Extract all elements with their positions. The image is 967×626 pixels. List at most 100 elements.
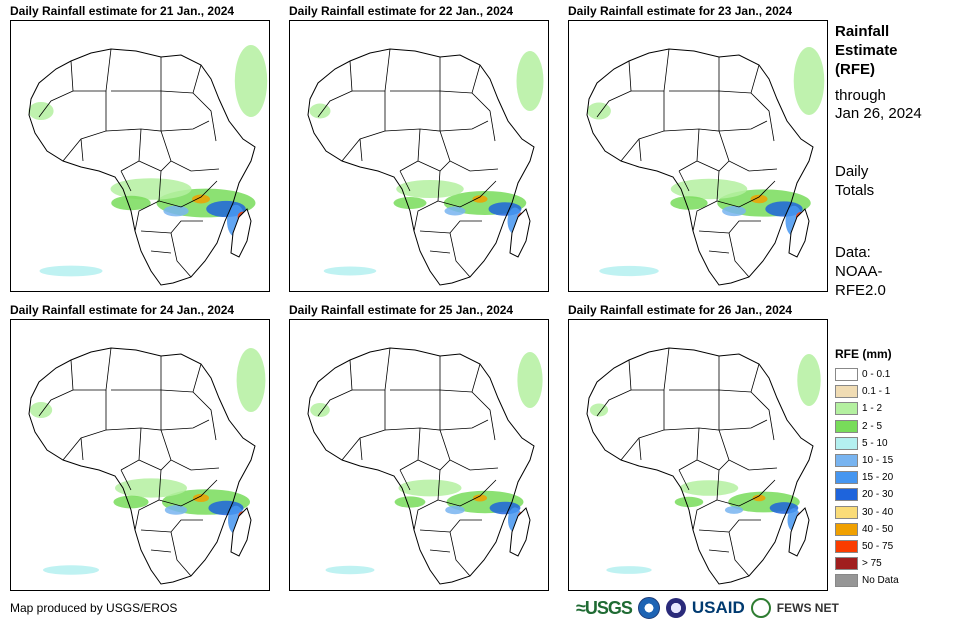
fews-net-logo: FEWS NET [776,601,839,615]
legend-swatch [835,402,858,416]
rainfall-map-6 [568,319,828,591]
country-border [718,130,778,172]
africa-map-svg [28,347,266,585]
country-border [341,390,386,461]
country-border [750,391,775,441]
country-border [663,390,720,431]
rainfall-area [599,265,659,277]
rainfall-area [113,495,149,509]
rainfall-area [110,178,192,200]
country-border [341,91,386,162]
legend-label: 2 - 5 [862,420,883,432]
country-border [419,519,482,533]
legend-label: No Data [862,575,899,587]
rainfall-area [750,194,768,204]
country-border [439,429,499,471]
country-border [596,60,632,118]
country-border [471,391,496,441]
country-border [399,128,421,172]
country-border [471,92,496,142]
rainfall-area [115,478,187,498]
legend-swatch [835,522,858,536]
legend-item: 30 - 40 [835,504,899,521]
legend-label: 15 - 20 [862,472,894,484]
country-border [150,549,172,553]
product-title-line1: Rainfall [835,23,890,40]
panel-title-2: Daily Rainfall estimate for 22 Jan., 202… [289,4,514,18]
madagascar [230,208,252,258]
legend-item: 5 - 10 [835,435,899,452]
country-border [160,429,220,471]
legend-label: 0.1 - 1 [862,386,891,398]
rainfall-area [163,205,189,217]
legend-label: 20 - 30 [862,489,894,501]
rainfall-area [193,494,209,502]
legend-label: > 75 [862,558,882,570]
rainfall-map-4 [10,319,270,591]
legend-item: 2 - 5 [835,418,899,435]
country-border [134,200,160,232]
legend-swatch [835,557,858,571]
country-border [692,499,718,531]
map-credit: Map produced by USGS/EROS [10,601,178,615]
country-border [439,120,489,132]
rainfall-area [679,480,739,496]
country-border [140,220,203,234]
rainfall-area [516,51,544,111]
legend-swatch [835,539,858,553]
legend-item: No Data [835,572,899,589]
rainfall-area [325,565,375,575]
madagascar [509,208,531,258]
madagascar [788,208,810,258]
rainfall-area [670,196,708,210]
country-border [708,250,730,254]
panel-title-5: Daily Rainfall estimate for 25 Jan., 202… [289,303,514,317]
country-border [317,359,353,417]
legend-item: 15 - 20 [835,469,899,486]
rainfall-area [39,265,103,277]
country-border [698,220,761,234]
country-border [105,91,162,132]
usgs-logo: ≈USGS [576,597,633,618]
rainfall-area [398,479,462,497]
rainfall-area [587,102,611,120]
through-text: through [835,87,886,104]
country-border [429,250,451,254]
africa-map-svg [307,48,544,286]
rainfall-area [472,195,488,203]
product-title: Rainfall Estimate (RFE) [835,22,898,79]
country-border [38,60,74,118]
country-border [678,128,700,172]
panel-title-6: Daily Rainfall estimate for 26 Jan., 202… [568,303,793,317]
rainfall-area [445,505,465,515]
rainfall-area [793,47,825,115]
country-border [698,519,761,533]
rainfall-area [323,266,377,276]
country-border [105,390,162,431]
panel-title-4: Daily Rainfall estimate for 24 Jan., 202… [10,303,235,317]
data-source-line2: RFE2.0 [835,282,886,299]
country-border [620,390,665,461]
legend-label: 30 - 40 [862,506,894,518]
country-border [708,549,730,553]
country-border [718,429,778,471]
doi-seal-icon [665,598,686,618]
country-border [399,170,411,192]
country-border [750,92,775,142]
country-border [596,359,632,417]
country-border [439,419,489,431]
rainfall-area [722,205,746,217]
country-border [663,91,720,132]
country-border [158,170,218,208]
legend-swatch [835,385,858,399]
country-border [728,531,750,577]
product-title-line3: (RFE) [835,61,875,78]
country-border [160,419,210,431]
product-title-line2: Estimate [835,42,898,59]
country-border [716,469,776,507]
africa-map-svg [586,47,825,286]
rainfall-map-5 [289,319,549,591]
country-border [170,232,192,278]
legend-label: 1 - 2 [862,403,883,415]
legend-swatch [835,419,858,433]
